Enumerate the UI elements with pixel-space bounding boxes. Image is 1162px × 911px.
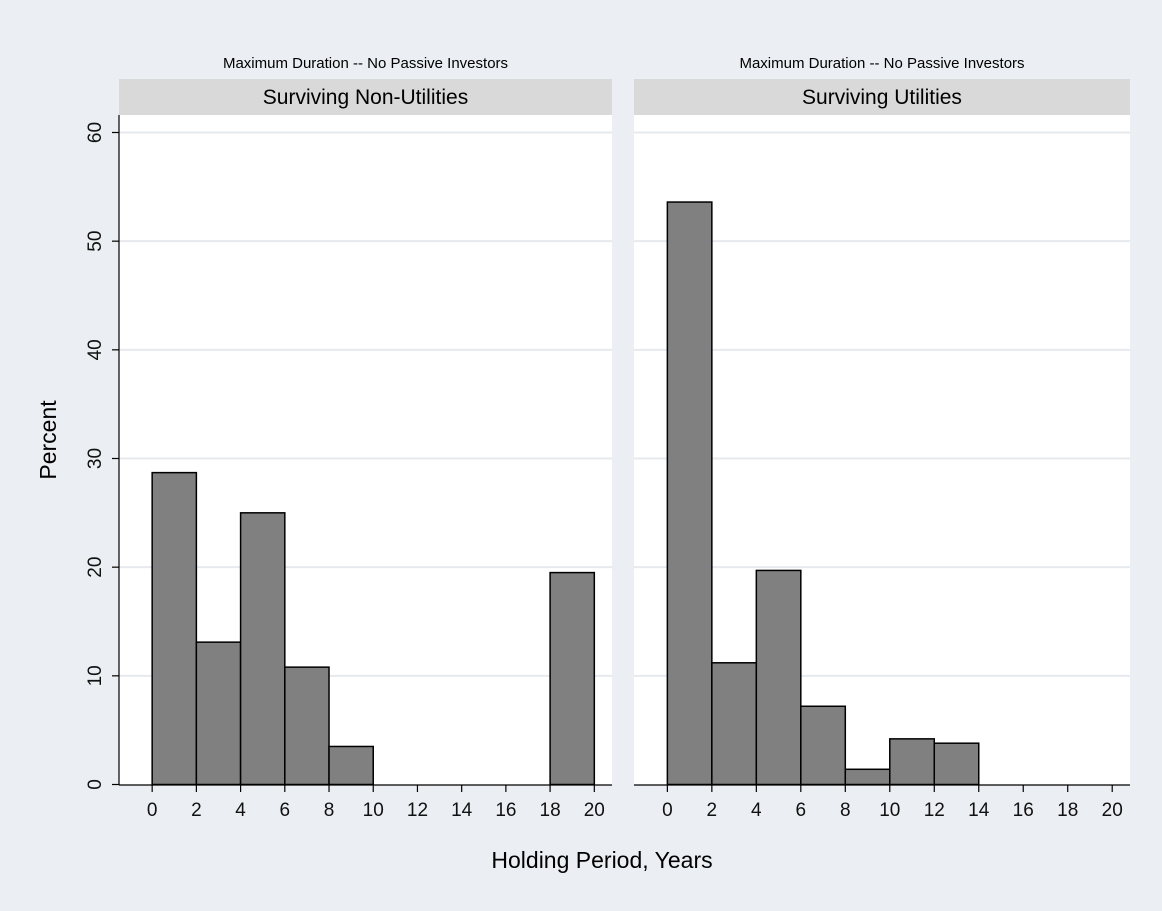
x-tick-label: 12 <box>407 800 428 821</box>
x-tick-label: 10 <box>363 800 384 821</box>
x-tick-label: 12 <box>924 800 945 821</box>
histogram-bar <box>666 201 713 786</box>
x-tick-label: 10 <box>879 800 900 821</box>
x-tick-label: 4 <box>751 800 762 821</box>
histogram-bar <box>933 742 980 786</box>
x-tick-label: 6 <box>280 800 291 821</box>
y-tick-label: 20 <box>85 557 106 578</box>
x-tick-label: 0 <box>147 800 158 821</box>
panel-title: Maximum Duration -- No Passive Investors <box>739 55 1024 72</box>
panel-header <box>119 79 612 115</box>
histogram-bar <box>195 641 242 786</box>
histogram-bar <box>844 768 891 786</box>
x-tick-label: 2 <box>191 800 202 821</box>
x-tick-label: 8 <box>840 800 851 821</box>
panel-header-label: Surviving Utilities <box>802 86 962 109</box>
x-tick-label: 16 <box>1013 800 1034 821</box>
y-tick-label: 40 <box>85 339 106 360</box>
x-tick-label: 4 <box>235 800 246 821</box>
x-tick-label: 20 <box>584 800 605 821</box>
x-tick-label: 0 <box>662 800 673 821</box>
histogram-bar <box>284 666 330 786</box>
y-axis-title: Percent <box>35 400 61 480</box>
x-tick-label: 18 <box>1057 800 1078 821</box>
panel-header-label: Surviving Non-Utilities <box>263 86 468 109</box>
x-tick-label: 18 <box>540 800 561 821</box>
x-tick-label: 8 <box>324 800 335 821</box>
histogram-bar <box>151 471 198 786</box>
histogram-bar <box>711 662 758 786</box>
histogram-bar <box>239 512 286 786</box>
x-tick-label: 14 <box>968 800 990 821</box>
y-tick-label: 10 <box>85 665 106 686</box>
x-axis-title: Holding Period, Years <box>491 847 712 873</box>
x-tick-label: 14 <box>451 800 473 821</box>
histogram-bar <box>800 705 847 786</box>
histogram-bar <box>328 745 374 786</box>
x-tick-label: 16 <box>495 800 516 821</box>
y-tick-label: 50 <box>85 231 106 252</box>
histogram-bar <box>755 569 802 786</box>
x-tick-label: 6 <box>796 800 807 821</box>
y-tick-label: 60 <box>85 122 106 143</box>
histogram-bar <box>549 571 596 786</box>
x-tick-label: 20 <box>1102 800 1123 821</box>
histogram-bar <box>889 738 936 786</box>
x-tick-label: 2 <box>707 800 718 821</box>
panel-title: Maximum Duration -- No Passive Investors <box>223 55 508 72</box>
y-tick-label: 0 <box>85 779 106 790</box>
y-tick-label: 30 <box>85 448 106 469</box>
panel-header <box>634 79 1130 115</box>
